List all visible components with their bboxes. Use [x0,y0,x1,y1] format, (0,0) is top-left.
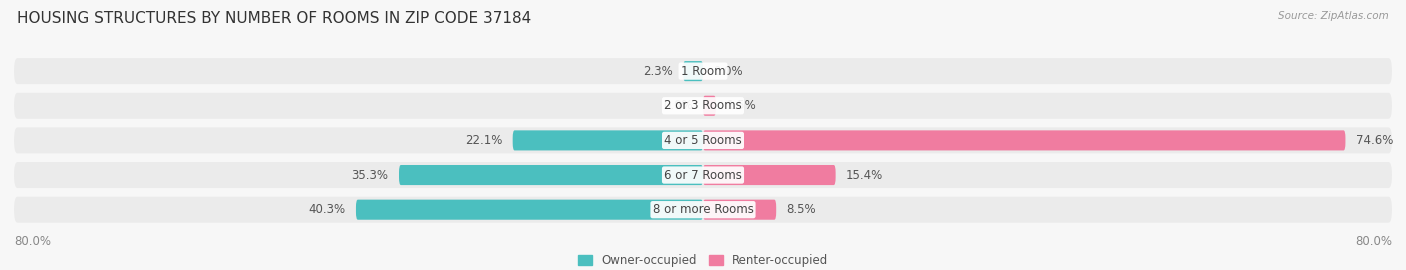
Text: 6 or 7 Rooms: 6 or 7 Rooms [664,168,742,181]
FancyBboxPatch shape [703,96,716,116]
Text: Source: ZipAtlas.com: Source: ZipAtlas.com [1278,11,1389,21]
Text: 40.3%: 40.3% [308,203,346,216]
FancyBboxPatch shape [14,162,1392,188]
Text: 2 or 3 Rooms: 2 or 3 Rooms [664,99,742,112]
Text: 8 or more Rooms: 8 or more Rooms [652,203,754,216]
Text: 35.3%: 35.3% [352,168,388,181]
FancyBboxPatch shape [356,200,703,220]
Text: 1 Room: 1 Room [681,65,725,77]
FancyBboxPatch shape [14,58,1392,84]
FancyBboxPatch shape [14,93,1392,119]
Text: 0.0%: 0.0% [713,65,742,77]
Text: 80.0%: 80.0% [14,235,51,248]
FancyBboxPatch shape [14,127,1392,153]
Text: 2.3%: 2.3% [643,65,673,77]
FancyBboxPatch shape [513,130,703,150]
Text: 15.4%: 15.4% [846,168,883,181]
Text: 4 or 5 Rooms: 4 or 5 Rooms [664,134,742,147]
Text: 1.5%: 1.5% [727,99,756,112]
FancyBboxPatch shape [703,130,1346,150]
Text: 80.0%: 80.0% [1355,235,1392,248]
FancyBboxPatch shape [683,61,703,81]
FancyBboxPatch shape [703,200,776,220]
Text: 0.0%: 0.0% [664,99,693,112]
FancyBboxPatch shape [399,165,703,185]
Text: 22.1%: 22.1% [465,134,502,147]
FancyBboxPatch shape [14,197,1392,223]
Legend: Owner-occupied, Renter-occupied: Owner-occupied, Renter-occupied [578,254,828,267]
Text: 74.6%: 74.6% [1355,134,1393,147]
Text: HOUSING STRUCTURES BY NUMBER OF ROOMS IN ZIP CODE 37184: HOUSING STRUCTURES BY NUMBER OF ROOMS IN… [17,11,531,26]
Text: 8.5%: 8.5% [786,203,815,216]
FancyBboxPatch shape [703,165,835,185]
